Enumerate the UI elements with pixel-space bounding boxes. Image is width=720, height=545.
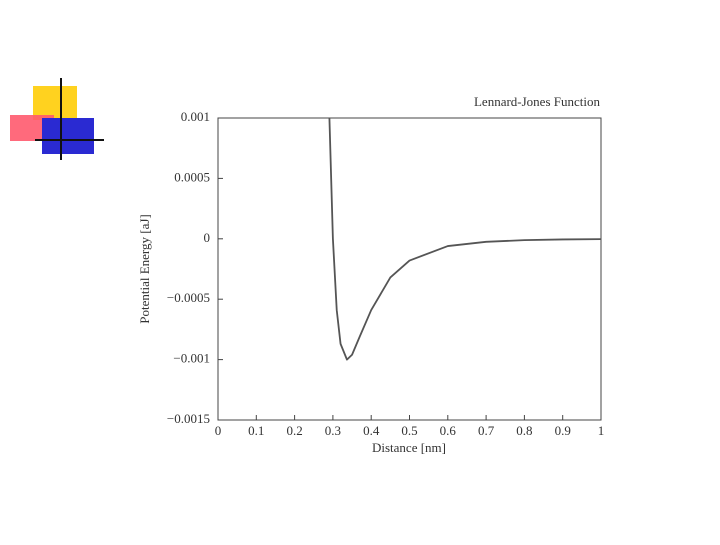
y-tick-label: −0.0005 <box>167 290 210 305</box>
x-tick-label: 0.3 <box>325 423 341 438</box>
x-tick-label: 0.4 <box>363 423 380 438</box>
y-tick-label: 0 <box>204 230 211 245</box>
x-tick-label: 0.5 <box>401 423 417 438</box>
y-tick-label: 0.001 <box>181 109 210 124</box>
x-tick-label: 0 <box>215 423 222 438</box>
chart-title: Lennard-Jones Function <box>474 94 601 109</box>
data-line <box>328 118 601 361</box>
x-tick-label: 0.7 <box>478 423 495 438</box>
x-tick-label: 0.9 <box>555 423 571 438</box>
y-axis-label: Potential Energy [aJ] <box>137 214 152 324</box>
x-tick-label: 0.1 <box>248 423 264 438</box>
x-tick-label: 0.6 <box>440 423 457 438</box>
x-axis-label: Distance [nm] <box>372 440 446 455</box>
y-tick-label: 0.0005 <box>174 169 210 184</box>
x-tick-label: 0.2 <box>286 423 302 438</box>
slide-icon <box>10 78 104 160</box>
y-tick-label: −0.0015 <box>167 411 210 426</box>
x-tick-label: 0.8 <box>516 423 532 438</box>
y-tick-label: −0.001 <box>173 351 210 366</box>
plot-frame <box>217 117 602 421</box>
x-tick-label: 1 <box>598 423 605 438</box>
